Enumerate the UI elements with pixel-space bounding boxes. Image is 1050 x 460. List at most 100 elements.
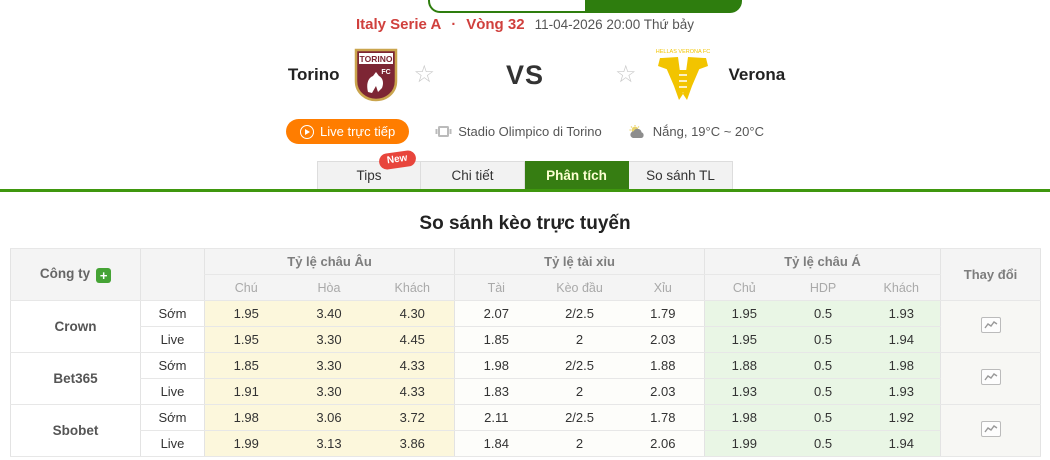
live-stream-button[interactable]: Live trực tiếp <box>286 119 410 144</box>
svg-text:FC: FC <box>382 69 391 76</box>
teams-row: Torino TORINO FC ☆ VS ☆ HELLAS VERONA FC <box>0 41 1050 109</box>
odds-cell: 1.84 <box>454 430 538 457</box>
tab-bar: Tips New Chi tiết Phân tích So sánh TL <box>0 149 1050 189</box>
vs-label: VS <box>505 59 545 90</box>
tab-phan-tich[interactable]: Phân tích <box>525 161 629 189</box>
row-type-label: Sớm <box>140 300 205 327</box>
odds-cell: 3.30 <box>287 326 371 353</box>
home-favorite-star-icon[interactable]: ☆ <box>413 61 435 88</box>
tab-tips[interactable]: Tips New <box>317 149 421 189</box>
odds-cell: 2.03 <box>621 326 705 353</box>
odds-cell: 1.98 <box>704 404 784 431</box>
odds-cell: 1.98 <box>454 352 538 379</box>
change-column-header: Thay đổi <box>940 248 1041 301</box>
odds-cell: 1.94 <box>862 430 941 457</box>
odds-cell: 2/2.5 <box>537 300 622 327</box>
odds-cell: 3.13 <box>287 430 371 457</box>
company-header-label: Công ty <box>39 266 91 281</box>
tab-so-sanh-tl[interactable]: So sánh TL <box>629 161 733 189</box>
odds-subcolumn-header: Kèo đầu <box>537 274 622 301</box>
company-name[interactable]: Bet365 <box>10 352 141 405</box>
away-team-name: Verona <box>728 65 786 84</box>
odds-cell: 2 <box>537 430 622 457</box>
odds-cell: 3.30 <box>287 378 371 405</box>
top-toggle-left[interactable] <box>428 0 585 13</box>
row-type-label: Live <box>140 326 205 353</box>
row-type-label: Sớm <box>140 352 205 379</box>
add-company-button[interactable]: + <box>96 268 112 283</box>
odds-cell: 4.45 <box>370 326 455 353</box>
svg-text:TORINO: TORINO <box>360 54 393 64</box>
odds-cell: 1.98 <box>862 352 941 379</box>
row-type-label: Sớm <box>140 404 205 431</box>
tab-tips-label: Tips <box>356 168 382 183</box>
stadium-name: Stadio Olimpico di Torino <box>458 124 602 139</box>
odds-cell: 4.33 <box>370 378 455 405</box>
odds-cell: 1.94 <box>862 326 941 353</box>
odds-cell: 3.86 <box>370 430 455 457</box>
odds-cell: 4.33 <box>370 352 455 379</box>
stadium-info: Stadio Olimpico di Torino <box>435 124 602 139</box>
weather-info: Nắng, 19°C ~ 20°C <box>628 124 764 139</box>
odds-cell: 1.98 <box>204 404 288 431</box>
odds-cell: 3.40 <box>287 300 371 327</box>
green-divider <box>0 189 1050 192</box>
odds-cell: 2/2.5 <box>537 404 622 431</box>
section-title: So sánh kèo trực tuyến <box>419 213 631 234</box>
odds-cell: 2 <box>537 378 622 405</box>
company-column-header: Công ty + <box>10 248 141 301</box>
odds-cell: 1.91 <box>204 378 288 405</box>
odds-group-header: Tỷ lệ châu Âu <box>203 248 455 275</box>
odds-subcolumn-header: Chủ <box>704 274 784 301</box>
odds-subcolumn-header: Tài <box>454 274 538 301</box>
odds-cell: 0.5 <box>783 378 863 405</box>
company-name[interactable]: Sbobet <box>10 404 141 457</box>
row-type-label: Live <box>140 430 205 457</box>
trend-chart-icon[interactable] <box>980 369 1001 385</box>
odds-cell: 1.95 <box>204 326 288 353</box>
odds-cell: 3.06 <box>287 404 371 431</box>
row-type-column-header <box>140 248 205 301</box>
odds-cell: 2.07 <box>454 300 538 327</box>
odds-cell: 1.93 <box>862 378 941 405</box>
odds-cell: 1.85 <box>454 326 538 353</box>
match-header-line: Italy Serie A · Vòng 32 11-04-2026 20:00… <box>0 16 1050 33</box>
change-cell <box>940 404 1041 457</box>
new-badge: New <box>378 149 417 171</box>
odds-cell: 3.72 <box>370 404 455 431</box>
odds-cell: 1.93 <box>704 378 784 405</box>
odds-cell: 1.95 <box>204 300 288 327</box>
trend-chart-icon[interactable] <box>980 421 1001 437</box>
company-name[interactable]: Crown <box>10 300 141 353</box>
odds-cell: 0.5 <box>783 352 863 379</box>
odds-group-header: Tỷ lệ châu Á <box>704 248 941 275</box>
odds-cell: 2.11 <box>454 404 538 431</box>
odds-cell: 1.95 <box>704 326 784 353</box>
change-cell <box>940 300 1041 353</box>
odds-subcolumn-header: Khách <box>370 274 455 301</box>
trend-chart-icon[interactable] <box>980 317 1001 333</box>
match-datetime: 11-04-2026 20:00 Thứ bảy <box>534 17 695 32</box>
odds-subcolumn-header: Khách <box>862 274 941 301</box>
odds-cell: 0.5 <box>783 326 863 353</box>
tab-chi-tiet[interactable]: Chi tiết <box>421 161 525 189</box>
odds-cell: 1.99 <box>204 430 288 457</box>
odds-subcolumn-header: HDP <box>783 274 863 301</box>
odds-cell: 0.5 <box>783 300 863 327</box>
home-team-logo: TORINO FC <box>354 48 398 102</box>
odds-comparison-table: Công ty + Tỷ lệ châu Âu Tỷ lệ tài xỉu Tỷ lệ … <box>10 248 1042 457</box>
away-team-logo: HELLAS VERONA FC <box>652 46 714 104</box>
away-favorite-star-icon[interactable]: ☆ <box>615 61 637 88</box>
odds-cell: 2/2.5 <box>537 352 622 379</box>
top-toggle-right[interactable] <box>585 0 742 13</box>
league-name: Italy Serie A <box>355 16 442 33</box>
odds-subcolumn-header: Chú <box>204 274 288 301</box>
tab-chi-tiet-label: Chi tiết <box>451 168 494 183</box>
separator-dot: · <box>451 17 457 33</box>
odds-cell: 1.92 <box>862 404 941 431</box>
odds-cell: 1.79 <box>621 300 705 327</box>
weather-text: Nắng, 19°C ~ 20°C <box>652 124 764 139</box>
match-info-row: Live trực tiếp Stadio Olimpico di Torino… <box>0 119 1050 144</box>
odds-cell: 2.06 <box>621 430 705 457</box>
top-toggle-pill[interactable] <box>428 0 742 13</box>
